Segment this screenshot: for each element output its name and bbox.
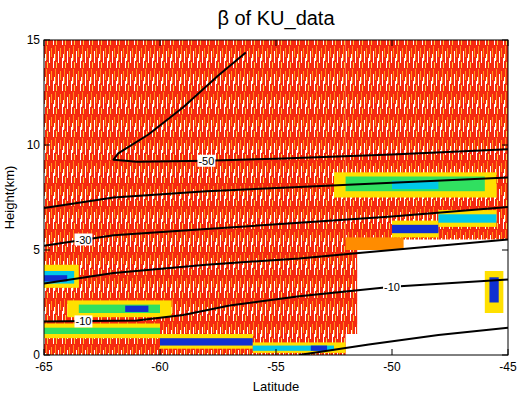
plot-area bbox=[44, 40, 508, 355]
contour bbox=[44, 279, 508, 321]
x-tick bbox=[508, 40, 509, 46]
y-tick bbox=[44, 250, 50, 251]
contour bbox=[44, 240, 508, 284]
y-tick-label: 10 bbox=[27, 138, 41, 152]
cell bbox=[79, 305, 160, 313]
cell bbox=[125, 306, 148, 312]
x-tick-label: -45 bbox=[499, 360, 517, 374]
y-axis-title: Height(km) bbox=[2, 166, 17, 230]
contour-label: -30 bbox=[75, 234, 91, 246]
chart: -50 -30 -10 -10 -65 -60 -55 -50 -45 0 5 10 15 β of KU… bbox=[0, 0, 527, 410]
label-patch bbox=[197, 155, 215, 167]
x-tick bbox=[44, 349, 45, 355]
cell bbox=[485, 271, 504, 313]
x-tick bbox=[392, 349, 393, 355]
y-tick-label: 0 bbox=[33, 348, 40, 362]
x-tick bbox=[508, 349, 509, 355]
contour-label: -10 bbox=[75, 315, 91, 327]
contour-labels: -50 -30 -10 -10 bbox=[74, 155, 400, 328]
label-patch bbox=[74, 315, 92, 327]
y-tick bbox=[44, 145, 50, 146]
cell bbox=[253, 342, 346, 353]
label-patch bbox=[74, 234, 92, 246]
y-tick-label: 5 bbox=[33, 243, 40, 257]
y-tick bbox=[44, 40, 50, 41]
cell bbox=[44, 328, 160, 334]
x-tick bbox=[44, 40, 45, 46]
cell bbox=[44, 265, 79, 288]
x-tick bbox=[392, 40, 393, 46]
y-tick bbox=[502, 40, 508, 41]
x-axis-title: Latitude bbox=[253, 379, 299, 394]
x-tick-label: -60 bbox=[151, 360, 169, 374]
y-tick bbox=[44, 355, 50, 356]
x-tick bbox=[160, 40, 161, 46]
cell bbox=[311, 346, 327, 351]
contour-label: -50 bbox=[198, 155, 214, 167]
contour bbox=[114, 53, 508, 162]
y-tick-label: 15 bbox=[27, 33, 41, 47]
frame bbox=[44, 40, 508, 355]
contour bbox=[44, 178, 508, 208]
cell bbox=[392, 225, 438, 233]
y-tick bbox=[502, 145, 508, 146]
contour-label: -10 bbox=[384, 281, 400, 293]
y-tick bbox=[502, 355, 508, 356]
x-tick-label: -65 bbox=[35, 360, 53, 374]
y-tick bbox=[502, 250, 508, 251]
contour bbox=[44, 207, 508, 246]
cell bbox=[160, 338, 253, 345]
title: β of KU_data bbox=[217, 7, 335, 30]
x-tick bbox=[160, 349, 161, 355]
cell bbox=[346, 237, 404, 250]
cell bbox=[44, 40, 346, 355]
x-tick bbox=[276, 40, 277, 46]
cell bbox=[438, 214, 496, 222]
label-patch bbox=[383, 281, 401, 293]
cell bbox=[160, 334, 253, 349]
x-tick bbox=[276, 349, 277, 355]
cell bbox=[44, 324, 160, 339]
cell bbox=[392, 221, 438, 238]
contour bbox=[299, 328, 508, 355]
x-tick-label: -50 bbox=[383, 360, 401, 374]
x-tick-label: -55 bbox=[267, 360, 285, 374]
cell bbox=[253, 346, 334, 351]
